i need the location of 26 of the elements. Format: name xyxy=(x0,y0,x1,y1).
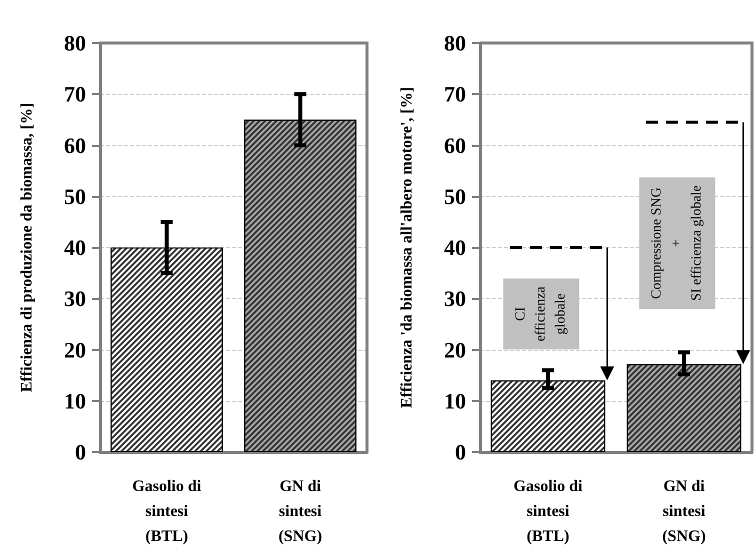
y-tick-label: 70 xyxy=(64,82,86,107)
annotation: CI efficienza globale xyxy=(514,286,569,342)
annotation: Compressione SNG + SI efficienza globale xyxy=(650,185,705,301)
y-tick-label: 10 xyxy=(64,388,86,414)
y-tick-label: 50 xyxy=(444,184,466,209)
y-axis-title: Efficienza 'da biomassa all'albero motore', [%] xyxy=(398,86,416,408)
y-tick-label: 60 xyxy=(444,132,466,158)
y-tick-label: 80 xyxy=(64,30,86,56)
y-tick-label: 10 xyxy=(444,388,466,414)
y-tick-label: 0 xyxy=(455,440,466,464)
y-tick-label: 80 xyxy=(444,30,466,56)
y-tick-label: 30 xyxy=(444,286,466,312)
y-tick-label: 0 xyxy=(75,440,86,464)
y-tick-label: 40 xyxy=(444,235,466,260)
y-axis-title: Efficienza di produzione da biomassa, [%] xyxy=(18,102,36,392)
x-tick-label: Gasolio di sintesi (BTL) xyxy=(514,478,584,545)
x-tick-label: Gasolio di sintesi (BTL) xyxy=(132,478,202,545)
y-tick-label: 20 xyxy=(64,337,86,362)
y-tick-label: 20 xyxy=(444,337,466,362)
y-tick-label: 50 xyxy=(64,184,86,209)
y-tick-label: 40 xyxy=(64,235,86,260)
y-tick-label: 30 xyxy=(64,286,86,312)
x-tick-label: GN di sintesi (SNG) xyxy=(662,478,706,545)
x-tick-label: GN di sintesi (SNG) xyxy=(278,478,322,545)
y-tick-label: 70 xyxy=(444,82,466,107)
y-tick-label: 60 xyxy=(64,132,86,158)
